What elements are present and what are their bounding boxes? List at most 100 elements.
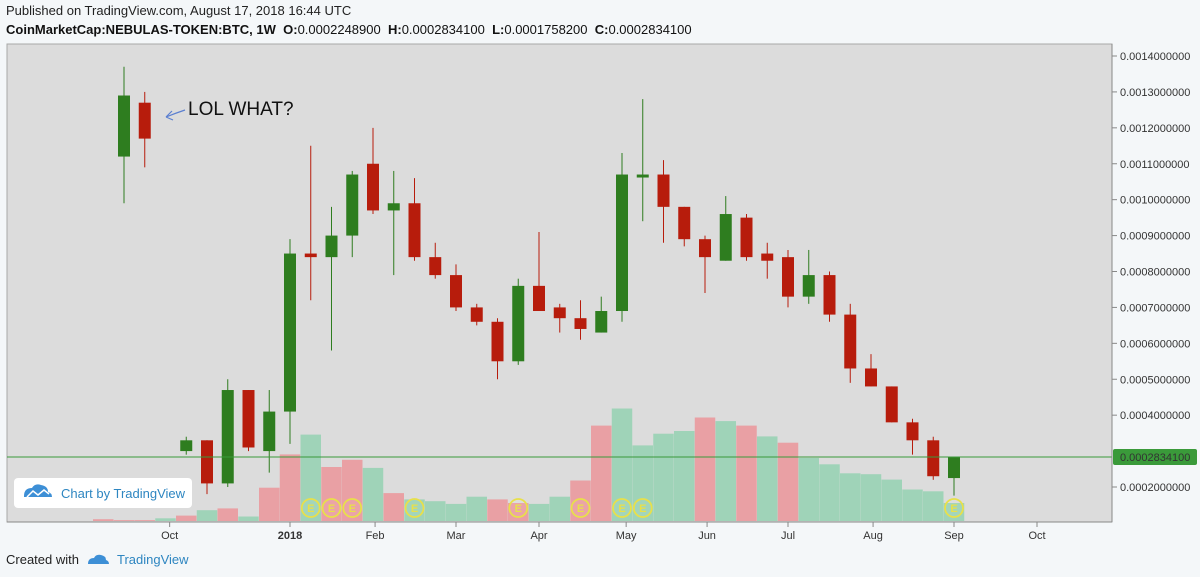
candle-body[interactable] [553,307,566,319]
event-marker-label: E [515,503,522,515]
price-tick-label: 0.0007000000 [1120,302,1190,314]
candle-body[interactable] [470,307,483,322]
candle-body[interactable] [201,440,213,484]
time-tick-label: Oct [161,530,178,542]
volume-bar [881,479,902,521]
symbol-ohlc-line: CoinMarketCap:NEBULAS-TOKEN:BTC, 1W O:0.… [6,22,692,37]
candle-body[interactable] [533,285,545,312]
candle-body[interactable] [740,217,753,258]
candle-body[interactable] [450,275,462,308]
event-marker[interactable] [570,498,591,518]
candle-body[interactable] [367,163,379,211]
open-label: O: [283,22,298,37]
close-value: 0.0002834100 [608,22,692,37]
price-axis[interactable]: 0.0014000000 0.0013000000 0.0012000000 0.00… [1111,44,1190,522]
volume-bar [528,503,550,521]
candle-body[interactable] [885,386,898,423]
tradingview-logo-icon [87,554,109,564]
volume-bar [300,434,321,521]
chart-plot-area[interactable] [6,43,1113,523]
candle-body[interactable] [782,257,794,297]
close-label: C: [594,22,609,37]
candle-body[interactable] [574,318,587,329]
candle-body[interactable] [595,311,608,333]
time-tick-label: Sep [944,530,964,542]
volume-bar [238,516,259,521]
event-marker-label: E [307,503,314,515]
candle-body[interactable] [242,390,255,448]
candle-body[interactable] [844,314,857,369]
time-tick-label: Apr [530,530,547,542]
volume-bar [943,503,965,521]
volume-bar [715,421,736,521]
volume-bar [860,474,882,521]
volume-bar [611,408,633,521]
candle-body[interactable] [823,275,836,315]
event-marker[interactable] [612,498,632,518]
candle-body[interactable] [616,174,628,312]
event-marker[interactable] [342,498,363,518]
volume-bar [902,489,923,521]
candle-body[interactable] [284,253,296,412]
candle-body[interactable] [491,321,504,362]
candle-body[interactable] [387,203,400,211]
volume-layer [93,408,965,521]
volume-bar [445,503,467,521]
candle-body[interactable] [699,239,711,258]
open-value: 0.0002248900 [297,22,381,37]
volume-bar [819,464,840,521]
candle-body[interactable] [678,206,691,240]
candle-body[interactable] [719,214,732,261]
candle-body[interactable] [346,174,359,236]
volume-bar [279,454,301,521]
event-marker[interactable] [300,498,321,518]
candle-body[interactable] [865,368,877,387]
volume-bar [217,508,238,521]
candle-body[interactable] [512,285,525,362]
annotation-text: LOL WHAT? [188,99,294,120]
volume-bar [777,442,799,521]
candle-body[interactable] [636,174,649,178]
volume-bar [653,433,674,521]
candle-body[interactable] [906,422,919,441]
candle-body[interactable] [408,203,421,258]
price-tick-label: 0.0014000000 [1120,51,1190,63]
event-marker[interactable] [944,498,964,518]
current-price-label: 0.0002834100 [1120,452,1190,464]
candle-body[interactable] [118,95,130,157]
volume-bar [487,499,508,521]
time-axis[interactable]: Oct 2018 Feb Mar Apr May Jun Jul Aug Sep Oct [7,521,1112,542]
price-tick-label: 0.0010000000 [1120,195,1190,207]
event-marker[interactable] [404,498,425,518]
candle-body[interactable] [948,457,960,479]
candle-body[interactable] [325,235,338,258]
event-marker[interactable] [508,498,529,518]
candle-body[interactable] [429,257,442,276]
volume-bar [383,493,404,521]
price-tick-label: 0.0004000000 [1120,410,1190,422]
event-marker[interactable] [632,498,653,518]
time-tick-label: 2018 [278,530,302,542]
price-tick-label: 0.0002000000 [1120,482,1190,494]
volume-bar [134,520,155,521]
candle-body[interactable] [138,102,151,139]
candle-body[interactable] [263,411,276,452]
volume-bar [259,487,280,521]
candle-body[interactable] [304,253,317,258]
volume-bar [694,417,716,521]
candle-body[interactable] [927,440,940,477]
candle-body[interactable] [180,440,193,452]
price-tick-label: 0.0009000000 [1120,231,1190,243]
tradingview-link[interactable]: TradingView [116,552,189,567]
candle-body[interactable] [657,174,670,207]
watermark[interactable]: Chart by TradingView [14,478,192,508]
event-marker[interactable] [321,498,342,518]
time-tick-label: Oct [1028,530,1045,542]
candle-body[interactable] [221,390,234,484]
candle-body[interactable] [761,253,774,261]
low-label: L: [492,22,505,37]
price-tick-label: 0.0005000000 [1120,374,1190,386]
volume-bar [632,445,653,521]
candle-body[interactable] [802,275,815,297]
